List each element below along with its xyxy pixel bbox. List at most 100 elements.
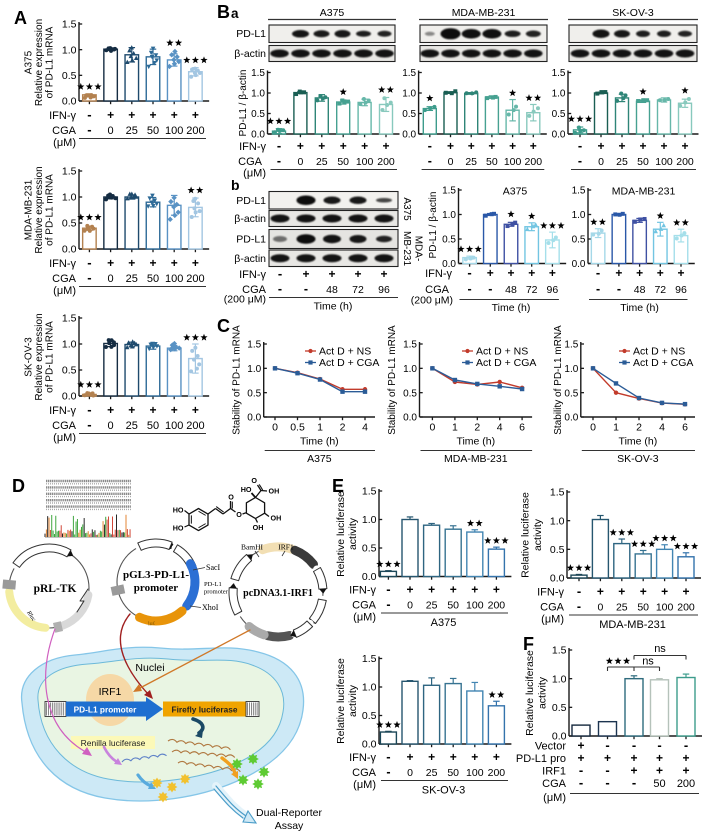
svg-text:IFN-γ: IFN-γ: [49, 258, 76, 270]
svg-text:promoter: promoter: [134, 582, 179, 594]
svg-text:1.0: 1.0: [442, 210, 456, 221]
svg-text:100: 100: [466, 600, 484, 612]
svg-text:Act D + CGA: Act D + CGA: [319, 357, 379, 369]
svg-text:SK-OV-3: SK-OV-3: [422, 785, 465, 797]
svg-text:+: +: [302, 267, 309, 281]
svg-text:1.0: 1.0: [362, 514, 377, 526]
svg-text:Nuclei: Nuclei: [135, 662, 164, 674]
svg-text:XhoI: XhoI: [202, 603, 219, 612]
svg-text:Relative luciferase: Relative luciferase: [520, 492, 532, 578]
svg-text:6: 6: [519, 422, 525, 434]
svg-text:MDA-MB-231: MDA-MB-231: [452, 7, 516, 19]
svg-text:+: +: [604, 751, 611, 765]
svg-text:+: +: [656, 764, 663, 778]
svg-text:SK-OV-3: SK-OV-3: [617, 453, 659, 465]
svg-text:25: 25: [465, 156, 477, 168]
svg-text:+: +: [340, 139, 347, 153]
svg-text:200: 200: [488, 600, 506, 612]
svg-text:0.0: 0.0: [362, 571, 377, 583]
svg-text:+: +: [528, 266, 535, 280]
svg-text:+: +: [640, 585, 647, 599]
svg-text:0.0: 0.0: [564, 413, 578, 424]
svg-text:O: O: [251, 476, 257, 485]
svg-text:+: +: [636, 266, 643, 280]
svg-text:+: +: [107, 256, 114, 270]
svg-text:0.0: 0.0: [362, 739, 377, 751]
svg-text:SK-OV-3: SK-OV-3: [612, 7, 654, 19]
svg-text:-: -: [428, 154, 432, 168]
svg-text:Act D + CGA: Act D + CGA: [633, 357, 693, 369]
svg-text:1.5: 1.5: [572, 186, 586, 197]
svg-text:Relative luciferase: Relative luciferase: [524, 650, 536, 736]
svg-text:+: +: [682, 585, 689, 599]
svg-text:1.0: 1.0: [550, 515, 565, 527]
svg-text:100: 100: [656, 602, 674, 614]
svg-text:25: 25: [126, 273, 138, 285]
svg-text:1: 1: [613, 422, 619, 434]
svg-text:-: -: [468, 282, 472, 296]
svg-text:+: +: [493, 750, 500, 764]
svg-text:200: 200: [488, 767, 506, 779]
svg-text:0.0: 0.0: [251, 130, 265, 141]
svg-text:activity: activity: [347, 517, 359, 550]
svg-text:BamHI: BamHI: [241, 543, 264, 552]
svg-text:1.0: 1.0: [564, 364, 578, 375]
svg-text:+: +: [487, 266, 494, 280]
svg-text:MDA-MB-231: MDA-MB-231: [612, 186, 676, 198]
svg-text:1.0: 1.0: [552, 89, 566, 100]
svg-text:0.0: 0.0: [402, 130, 416, 141]
svg-text:A375: A375: [320, 7, 345, 19]
svg-text:Time (h): Time (h): [619, 436, 658, 448]
svg-text:+: +: [682, 764, 689, 778]
svg-text:+: +: [128, 403, 135, 417]
svg-text:1.0: 1.0: [552, 673, 567, 685]
svg-text:0.5: 0.5: [564, 388, 578, 399]
svg-text:+: +: [630, 764, 637, 778]
svg-text:promoter: promoter: [204, 589, 229, 596]
svg-text:IRF1: IRF1: [542, 766, 566, 778]
svg-text:-: -: [578, 154, 582, 168]
svg-text:50: 50: [337, 156, 349, 168]
svg-text:OH: OH: [269, 487, 280, 496]
svg-text:25: 25: [126, 125, 138, 137]
svg-text:SK-OV-3: SK-OV-3: [24, 337, 35, 377]
svg-text:100: 100: [504, 156, 522, 168]
svg-text:+: +: [549, 266, 556, 280]
svg-text:25: 25: [426, 600, 438, 612]
svg-text:(μM): (μM): [53, 137, 76, 149]
svg-text:A375: A375: [431, 617, 457, 629]
svg-text:+: +: [447, 139, 454, 153]
svg-text:100: 100: [466, 767, 484, 779]
svg-text:activity: activity: [537, 676, 549, 709]
svg-text:0.5: 0.5: [403, 388, 417, 399]
svg-text:Dual-Reporter: Dual-Reporter: [256, 807, 322, 819]
svg-text:1.5: 1.5: [442, 186, 456, 197]
svg-text:200: 200: [186, 125, 204, 137]
svg-text:0.0: 0.0: [442, 259, 456, 270]
svg-text:Time (h): Time (h): [456, 436, 495, 448]
svg-text:+: +: [318, 139, 325, 153]
svg-text:PD-L1 / β-actin: PD-L1 / β-actin: [428, 192, 439, 259]
svg-text:MDA-: MDA-: [413, 236, 424, 262]
svg-text:CGA: CGA: [238, 156, 263, 168]
svg-text:-: -: [87, 417, 91, 432]
svg-text:+: +: [639, 139, 646, 153]
svg-text:+: +: [171, 108, 178, 122]
svg-text:of PD-L1 mRNA: of PD-L1 mRNA: [45, 321, 56, 393]
svg-text:48: 48: [505, 284, 517, 296]
svg-text:PD-L1 / β-actin: PD-L1 / β-actin: [238, 70, 249, 137]
svg-text:Time (h): Time (h): [492, 302, 531, 314]
svg-text:1.5: 1.5: [62, 313, 77, 325]
svg-text:A375: A375: [307, 453, 332, 465]
svg-text:+: +: [192, 108, 199, 122]
svg-text:MDA-MB-231: MDA-MB-231: [444, 453, 508, 465]
svg-text:b: b: [231, 177, 240, 193]
svg-text:E: E: [332, 476, 344, 496]
svg-text:1.5: 1.5: [552, 645, 567, 657]
svg-text:200: 200: [525, 156, 543, 168]
svg-text:200: 200: [186, 273, 204, 285]
svg-text:β-actin: β-actin: [234, 213, 266, 225]
svg-text:+: +: [192, 403, 199, 417]
svg-text:1: 1: [317, 422, 323, 434]
svg-text:ns: ns: [642, 656, 654, 668]
